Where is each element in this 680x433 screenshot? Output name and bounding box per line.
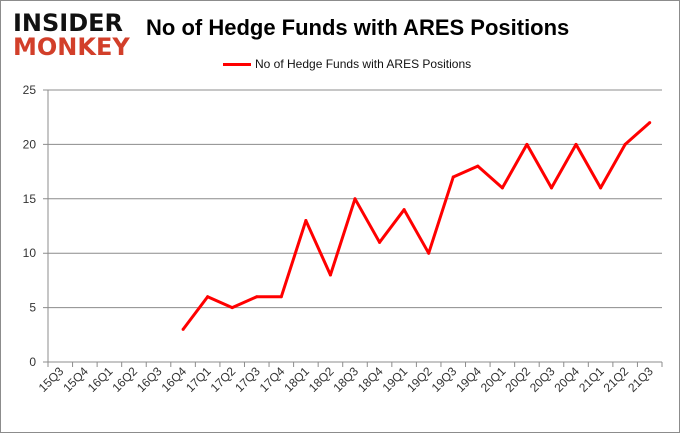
data-point [451,175,455,179]
data-point [525,142,529,146]
x-tick-label: 17Q3 [232,364,263,395]
x-tick-label: 15Q4 [60,364,91,395]
x-tick-label: 16Q2 [109,364,140,395]
data-point [402,208,406,212]
data-point [574,142,578,146]
y-tick-label: 5 [29,301,36,315]
legend: No of Hedge Funds with ARES Positions [223,57,471,71]
x-tick-label: 17Q1 [183,364,214,395]
logo-line1: INSIDER [13,9,124,37]
data-point [378,240,382,244]
data-point [476,164,480,168]
y-tick-label: 20 [23,137,37,151]
chart-title: No of Hedge Funds with ARES Positions [146,15,570,40]
x-tick-label: 18Q2 [306,364,337,395]
data-point [353,197,357,201]
legend-label: No of Hedge Funds with ARES Positions [255,57,472,71]
x-tick-label: 17Q2 [208,364,239,395]
x-tick-label: 20Q4 [552,364,583,395]
data-point [599,186,603,190]
x-tick-label: 16Q4 [159,364,190,395]
x-tick-label: 18Q3 [330,364,361,395]
x-tick-label: 18Q4 [355,364,386,395]
data-point [304,219,308,223]
data-point [623,142,627,146]
x-tick-label: 16Q3 [134,364,165,395]
series-line [181,121,651,331]
x-tick-label: 20Q1 [478,364,509,395]
x-tick-label: 21Q1 [576,364,607,395]
y-tick-label: 0 [29,355,36,369]
data-point [427,251,431,255]
x-tick-label: 21Q2 [601,364,632,395]
y-tick-label: 15 [23,192,37,206]
data-point [255,295,259,299]
data-point [206,295,210,299]
y-tick-label: 25 [23,83,37,97]
data-point [181,327,185,331]
x-tick-label: 21Q3 [625,364,656,395]
x-tick-label: 19Q1 [380,364,411,395]
data-point [500,186,504,190]
data-point [328,273,332,277]
data-point [549,186,553,190]
logo-line2: MONKEY [13,33,130,61]
x-tick-label: 19Q2 [404,364,435,395]
x-tick-label: 19Q4 [453,364,484,395]
x-tick-label: 20Q3 [527,364,558,395]
x-tick-label: 20Q2 [502,364,533,395]
y-tick-label: 10 [23,246,37,260]
insider-monkey-logo: INSIDER MONKEY [13,9,130,61]
x-tick-label: 19Q3 [429,364,460,395]
data-point [279,295,283,299]
data-point [230,306,234,310]
legend-swatch [223,62,251,66]
x-tick-label: 16Q1 [85,364,116,395]
x-tick-label: 18Q1 [281,364,312,395]
x-tick-label: 17Q4 [257,364,288,395]
data-point [648,121,652,125]
x-tick-label: 15Q3 [36,364,67,395]
